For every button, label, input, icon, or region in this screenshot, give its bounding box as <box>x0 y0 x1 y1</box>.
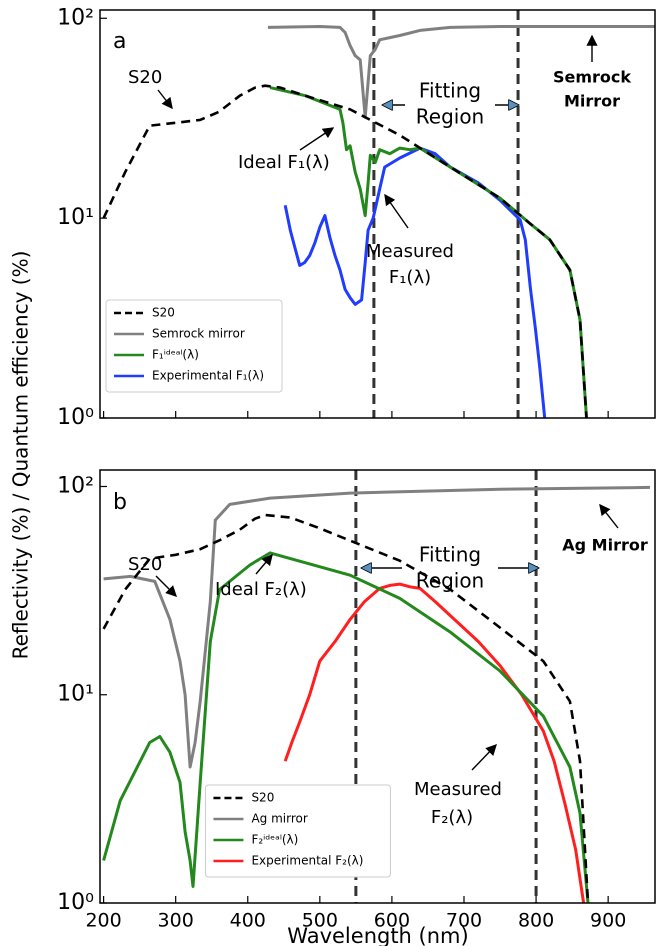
annotation: Mirror <box>564 92 620 111</box>
annotation: Semrock <box>553 68 631 87</box>
annotation-arrow <box>255 553 273 575</box>
legend-label: S20 <box>251 791 274 805</box>
annotation: Ideal F₂(λ) <box>215 579 307 600</box>
x-tick-label: 200 <box>85 910 121 932</box>
y-tick-label: 10² <box>57 5 94 30</box>
annotation: Fitting <box>419 79 481 103</box>
series-line <box>102 551 590 903</box>
series-line <box>103 485 651 769</box>
legend-label: S20 <box>152 306 175 320</box>
y-tick-label: 10¹ <box>57 205 94 230</box>
annotation-arrow <box>384 193 409 229</box>
series-line <box>283 582 586 903</box>
series-line <box>102 513 590 903</box>
x-tick-label: 500 <box>302 910 338 932</box>
legend-label: Experimental F₁(λ) <box>152 369 264 383</box>
x-tick-label: 600 <box>374 910 410 932</box>
legend-label: Ag mirror <box>251 812 307 826</box>
legend-label: Semrock mirror <box>152 327 245 341</box>
legend-label: F₂ⁱᵈᵉᵃˡ(λ) <box>251 833 298 847</box>
x-tick-label: 700 <box>446 910 482 932</box>
legend-box <box>204 784 391 878</box>
panel-label: a <box>113 29 126 54</box>
y-tick-label: 10² <box>57 473 94 498</box>
annotation: Fitting <box>419 543 481 567</box>
x-axis-label: Wavelength (nm) <box>287 924 468 946</box>
x-tick-label: 800 <box>518 910 554 932</box>
annotation: Ideal F₁(λ) <box>238 152 330 173</box>
annotation: Measured <box>366 241 454 262</box>
x-tick-label: 400 <box>230 910 266 932</box>
panel-label: b <box>113 490 127 515</box>
legend-label: F₁ⁱᵈᵉᵃˡ(λ) <box>152 348 199 362</box>
annotation: S20 <box>128 67 162 88</box>
annotation: Region <box>416 105 484 129</box>
annotation: Region <box>416 569 484 593</box>
y-axis-label: Reflectivity (%) / Quantum efficiency (%… <box>9 251 33 660</box>
legend-box <box>105 299 283 393</box>
legend-label: Experimental F₂(λ) <box>251 854 363 868</box>
y-tick-label: 10⁰ <box>57 405 94 430</box>
series-line <box>102 84 588 418</box>
series-line <box>267 25 655 119</box>
annotation: S20 <box>128 554 162 575</box>
x-tick-label: 300 <box>158 910 194 932</box>
annotation-arrow <box>157 89 173 110</box>
annotation-arrow <box>299 127 335 151</box>
y-tick-label: 10⁰ <box>57 890 94 915</box>
y-tick-label: 10¹ <box>57 682 94 707</box>
plot-frame <box>99 469 656 904</box>
annotation-arrow <box>599 503 619 529</box>
annotation-arrow <box>155 575 177 597</box>
annotation-arrow <box>471 743 497 771</box>
x-tick-label: 900 <box>590 910 626 932</box>
annotation: Ag Mirror <box>562 536 648 555</box>
annotation: F₁(λ) <box>389 267 431 288</box>
plot-frame <box>99 9 656 419</box>
annotation: F₂(λ) <box>431 807 473 828</box>
annotation: Measured <box>414 779 502 800</box>
series-line <box>283 146 547 418</box>
